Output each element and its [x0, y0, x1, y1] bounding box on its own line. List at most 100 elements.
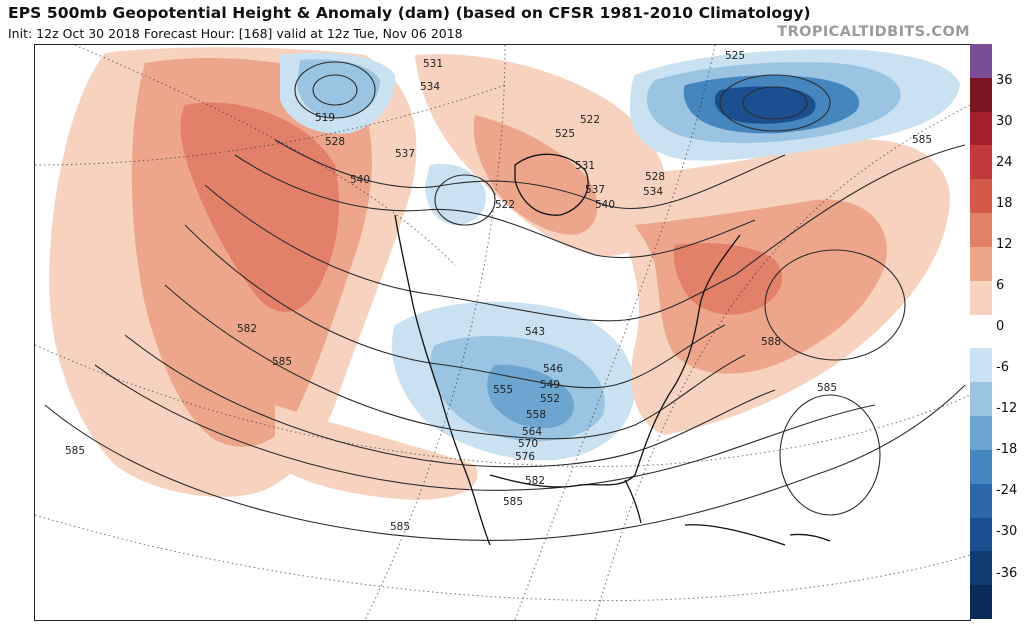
chart-subtitle: Init: 12z Oct 30 2018 Forecast Hour: [16…: [8, 26, 463, 41]
contour-label: 525: [555, 128, 575, 140]
colorbar-tick-label: -36: [996, 565, 1018, 581]
positive-anomaly-west-strong: [180, 102, 340, 312]
height-contours: [44, 61, 966, 541]
positive-anomaly-canada-mid: [473, 115, 598, 235]
anomaly-fill-layer: [49, 47, 960, 500]
contour-582: [94, 364, 876, 491]
map-panel: 531 534 525 522 525 519 528 537 540 531 …: [34, 44, 971, 621]
contour-585: [44, 384, 966, 541]
colorbar-tick-label: 36: [996, 72, 1013, 88]
colorbar-tick-label: -12: [996, 401, 1018, 417]
latlon-grid: [35, 45, 970, 620]
contour-label: 525: [725, 50, 745, 62]
contour-alaska-low-inner: [312, 74, 358, 106]
colorbar-swatch: [970, 179, 992, 214]
hudson-bay: [514, 153, 589, 216]
contour-caribbean-585: [779, 394, 881, 516]
contour-label: 585: [65, 445, 85, 457]
colorbar-swatch: [970, 213, 992, 248]
colorbar-swatch: [970, 551, 992, 586]
colorbar-swatch: [970, 77, 992, 112]
colorbar-tick-label: -24: [996, 483, 1018, 499]
colorbar-swatch: [970, 44, 992, 78]
colorbar-swatch: [970, 145, 992, 180]
coastlines: [394, 153, 831, 546]
contour-label: 534: [643, 186, 663, 198]
contour-label: 585: [912, 134, 932, 146]
contour-labels: 531 534 525 522 525 519 528 537 540 531 …: [65, 50, 932, 533]
contour-552: [184, 224, 726, 389]
contour-label: 582: [237, 323, 257, 335]
contour-label: 531: [423, 58, 443, 70]
contour-label: 540: [350, 174, 370, 186]
contour-greenland-low: [719, 74, 831, 132]
contour-greenland-low-inner: [742, 86, 808, 120]
contour-label: 585: [272, 356, 292, 368]
colorbar-swatch: [970, 585, 992, 620]
contour-543: [204, 184, 736, 322]
colorbar-swatch: [970, 348, 992, 383]
colorbar-tick-label: 30: [996, 113, 1013, 129]
colorbar-swatch: [970, 449, 992, 484]
contour-label: 558: [526, 409, 546, 421]
contour-label: 585: [390, 521, 410, 533]
east-coast: [634, 234, 741, 476]
contour-atlantic-high: [764, 249, 906, 361]
colorbar-swatch: [970, 246, 992, 281]
contour-label: 564: [522, 426, 542, 438]
contour-label: 528: [645, 171, 665, 183]
contour-585-north: [734, 144, 966, 276]
contour-label: 537: [585, 184, 605, 196]
contour-label: 546: [543, 363, 563, 375]
negative-anomaly-us-strong: [487, 364, 574, 429]
contour-label: 552: [540, 393, 560, 405]
contour-label: 588: [761, 336, 781, 348]
hispaniola: [789, 533, 831, 542]
cuba: [684, 524, 786, 546]
gulf-coast: [489, 474, 636, 488]
florida: [624, 479, 642, 524]
contour-label: 576: [515, 451, 535, 463]
colorbar-tick-label: 24: [996, 154, 1013, 170]
contour-576: [124, 334, 776, 468]
contour-label: 537: [395, 148, 415, 160]
brand-watermark: TROPICALTIDBITS.COM: [777, 24, 970, 40]
colorbar-swatch: [970, 314, 992, 349]
contour-nwcanada-low: [434, 174, 496, 226]
contour-564: [164, 284, 746, 440]
colorbar-swatch: [970, 280, 992, 315]
contour-label: 582: [525, 475, 545, 487]
contour-label: 585: [503, 496, 523, 508]
contour-label: 585: [817, 382, 837, 394]
colorbar-swatch: [970, 111, 992, 146]
colorbar-swatch: [970, 416, 992, 451]
colorbar-tick-label: 0: [996, 319, 1005, 335]
colorbar-tick-label: -18: [996, 442, 1018, 458]
colorbar-tick-label: 18: [996, 195, 1013, 211]
map-canvas: 531 534 525 522 525 519 528 537 540 531 …: [35, 45, 970, 620]
west-coast: [394, 214, 491, 546]
colorbar-tick-label: -30: [996, 524, 1018, 540]
positive-anomaly-baja-light: [275, 405, 478, 500]
contour-label: 570: [518, 438, 538, 450]
chart-title: EPS 500mb Geopotential Height & Anomaly …: [8, 4, 811, 22]
contour-alaska-low: [294, 61, 376, 119]
contour-label: 522: [495, 199, 515, 211]
colorbar-tick-label: 6: [996, 278, 1005, 293]
contour-label: 528: [325, 136, 345, 148]
contour-label: 519: [315, 112, 335, 124]
contour-528: [274, 139, 786, 210]
anomaly-colorbar: 36 30 24 18 12 6 0 -6 -12 -18 -24 -30 -36: [970, 44, 1024, 620]
contour-label: 543: [525, 326, 545, 338]
contour-537: [234, 154, 756, 259]
contour-label: 522: [580, 114, 600, 126]
contour-label: 555: [493, 384, 513, 396]
colorbar-tick-label: 12: [996, 236, 1013, 252]
colorbar-swatch: [970, 517, 992, 552]
contour-label: 540: [595, 199, 615, 211]
colorbar-tick-label: -6: [996, 360, 1009, 376]
negative-anomaly-alaska-mid: [297, 59, 380, 119]
contour-label: 549: [540, 379, 560, 391]
negative-anomaly-greenland-deep: [714, 86, 816, 124]
contour-label: 531: [575, 160, 595, 172]
